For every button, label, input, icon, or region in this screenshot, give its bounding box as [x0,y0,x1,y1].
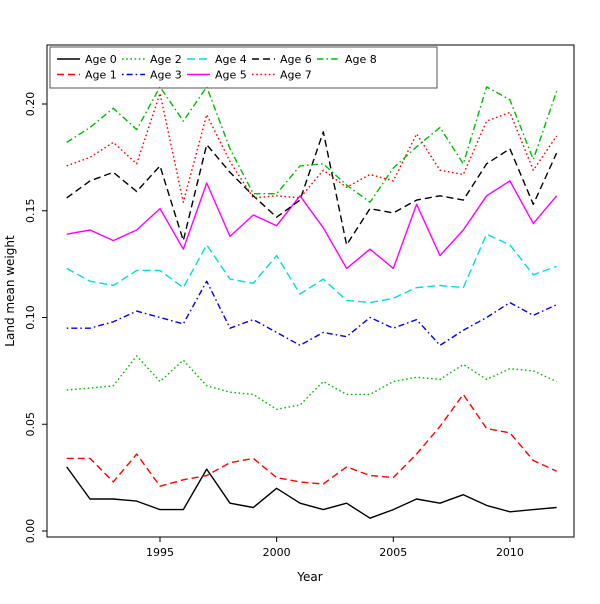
legend-label: Age 6 [280,53,312,66]
series-line-age-5 [66,180,558,270]
legend-label: Age 8 [345,53,377,66]
x-tick-label: 1995 [146,546,174,559]
series-line-age-2 [66,355,557,410]
y-tick-label: 0.15 [24,199,37,224]
y-tick-label: 0.05 [24,412,37,437]
legend-label: Age 5 [215,68,247,81]
x-tick-label: 2000 [263,546,291,559]
series-line-age-4 [66,233,557,304]
x-axis-label: Year [296,570,322,584]
series-line-age-1 [66,393,557,487]
plot-area [46,44,575,538]
legend-label: Age 0 [85,53,117,66]
y-tick-label: 0.10 [24,305,37,330]
series-lines [66,86,558,519]
y-tick-label: 0.00 [24,519,37,544]
x-axis-ticks: 1995 2000 2005 2010 [146,537,524,559]
y-tick-label: 0.20 [24,92,37,117]
legend-box [49,46,438,89]
series-line-age-7 [66,92,558,203]
x-tick-label: 2010 [496,546,524,559]
legend-label: Age 1 [85,68,117,81]
series-line-age-0 [66,466,557,519]
series-line-age-6 [66,131,558,246]
y-axis-label: Land mean weight [3,235,17,347]
legend-label: Age 7 [280,68,312,81]
series-line-age-3 [66,280,557,346]
legend-label: Age 4 [215,53,247,66]
legend-label: Age 3 [150,68,182,81]
y-axis-ticks: 0.00 0.05 0.10 0.15 0.20 [24,92,47,544]
legend: Age 0 Age 1 Age 2 Age 3 Age 4 Age 5 Age 6 Age 7… [49,46,438,89]
series-line-age-8 [66,86,558,203]
legend-label: Age 2 [150,53,182,66]
x-tick-label: 2005 [379,546,407,559]
